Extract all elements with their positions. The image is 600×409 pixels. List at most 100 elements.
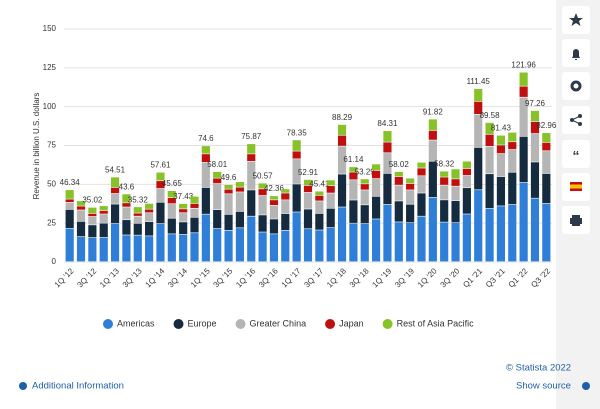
bar-segment [337,146,347,174]
bar-segment [190,208,199,217]
bar-segment [383,142,392,153]
bar-segment [440,177,449,185]
x-tick-label: Q3 '22 [529,266,552,289]
x-tick-label: Q1 '21 [461,266,484,289]
bar-segment [247,144,256,154]
total-label: 35.02 [82,196,103,205]
y-tick-label: 50 [47,179,56,188]
y-tick-label: 100 [43,102,57,111]
bar-segment [326,208,335,228]
bar-segment [235,182,244,187]
settings-button[interactable] [562,72,590,100]
bar-segment [99,223,108,238]
bar-segment [224,189,233,194]
bar-segment [292,151,301,159]
bar-segment [247,161,256,190]
copyright[interactable]: © Statista 2022 [506,363,571,374]
bar-segment [440,200,449,222]
y-tick-label: 125 [43,63,57,72]
bar-segment [110,204,120,224]
bar-segment [428,197,437,262]
y-tick-label: 0 [52,257,57,266]
bar-segment [462,188,471,214]
bar-segment [428,119,437,131]
total-label: 57.61 [150,161,171,170]
bar-segment [292,184,301,212]
bar-segment [349,223,358,262]
bar-segment [269,196,279,200]
bar-segment [326,227,335,262]
bar-segment [372,170,381,179]
bar-segment [474,147,483,190]
total-label: 50.57 [253,172,274,181]
bar-segment [326,180,335,186]
gear-icon [570,80,582,92]
bar-segment [496,206,506,262]
x-tick-label: 3Q '17 [302,266,325,289]
bar-segment [156,202,165,224]
bar-segment [406,204,415,223]
bar-segment [292,159,301,184]
cite-button[interactable] [562,140,590,168]
additional-info-link[interactable]: Additional Information [32,381,124,392]
bar-segment [156,172,165,181]
bar-segment [65,202,74,210]
show-source-link[interactable]: Show source [516,381,571,392]
bar-segment [88,207,97,214]
share-button[interactable] [562,106,590,134]
legend-marker [382,319,393,329]
bar-segment [281,230,290,262]
legend-label[interactable]: Europe [188,318,217,328]
bar-segment [235,228,244,262]
bar-segment [383,153,392,174]
bar-segment [247,190,256,216]
bar-segment [303,179,313,186]
bar-segment [190,217,199,233]
legend-label[interactable]: Rest of Asia Pacific [397,318,475,328]
bar-segment [167,198,176,204]
bar-segment [258,232,267,262]
bar-segment [519,182,528,262]
bar-segment [496,145,506,154]
bar-segment [167,218,176,234]
bar-segment [372,219,381,262]
legend-marker [325,319,336,329]
bar-segment [122,207,131,220]
legend-label[interactable]: Japan [339,318,364,328]
x-tick-label: 1Q '14 [144,266,167,289]
bar-segment [406,183,415,190]
bar-segment [394,171,403,177]
legend-label[interactable]: Americas [117,318,155,328]
bar-segment [519,72,528,86]
legend-label[interactable]: Greater China [250,318,307,328]
print-icon [570,215,582,226]
y-axis-title: Revenue in billion U.S. dollars [32,93,41,200]
bar-segment [156,223,165,262]
bar-segment [292,212,301,262]
bar-segment [213,183,222,210]
total-label: 82.96 [536,121,557,130]
sidebar [556,0,600,409]
bar-segment [519,136,528,183]
bar-segment [326,193,335,208]
bar-segment [76,236,86,262]
bar-segment [122,203,131,207]
bar-segment [428,130,437,140]
bar-segment [133,216,142,224]
bar-segment [145,209,154,213]
bar-segment [133,213,142,216]
bar-segment [179,234,188,262]
bar-segment [406,190,415,204]
x-tick-label: 1Q '12 [53,266,76,289]
bar-segment [440,171,449,177]
bar-segment [337,207,347,262]
bar-segment [281,213,290,231]
total-label: 46.34 [60,178,81,187]
total-label: 37.43 [173,192,194,201]
bar-segment [65,199,74,203]
bar-segment [474,190,483,262]
x-tick-label: 1Q '16 [234,266,257,289]
bar-segment [201,162,210,188]
x-tick-label: Q1 '22 [507,266,530,289]
bar-segment [133,235,142,262]
